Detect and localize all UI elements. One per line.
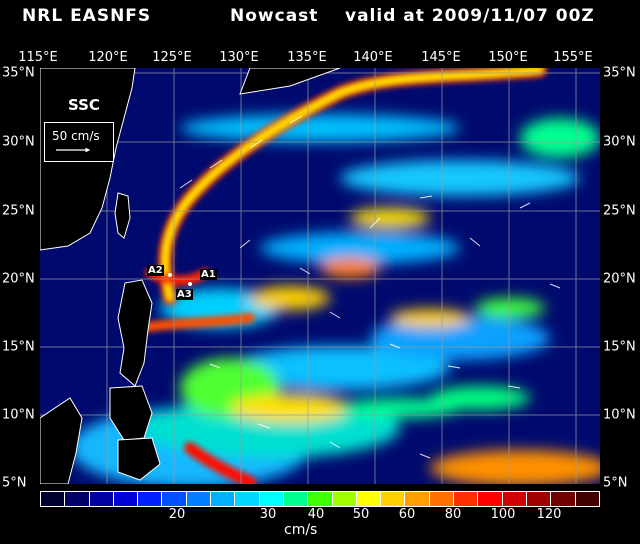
colorbar-swatch-22 xyxy=(551,492,576,506)
colorbar-swatch-1 xyxy=(41,492,66,506)
lat-label-25-left: 25°N xyxy=(2,203,35,219)
colorbar-swatch-14 xyxy=(356,492,382,506)
colorbar-tick-50: 50 xyxy=(352,507,370,522)
lat-label-5-right: 5°N xyxy=(603,475,628,491)
colorbar-swatch-12 xyxy=(308,492,333,506)
colorbar-swatch-3 xyxy=(89,492,114,506)
colorbar-swatch-7 xyxy=(186,492,212,506)
mindanao-island xyxy=(117,437,161,481)
colorbar-tick-100: 100 xyxy=(490,507,516,522)
lon-label-155: 155°E xyxy=(553,50,593,65)
lon-label-145: 145°E xyxy=(421,50,461,65)
colorbar-swatch-9 xyxy=(235,492,260,506)
colorbar-tick-30: 30 xyxy=(259,507,277,522)
lat-label-30-right: 30°N xyxy=(603,134,636,150)
velocity-vectors xyxy=(179,115,561,459)
colorbar-swatch-17 xyxy=(429,492,455,506)
colorbar-swatch-21 xyxy=(526,492,552,506)
model-name: NRL EASNFS xyxy=(22,6,152,26)
colorbar-swatch-20 xyxy=(502,492,527,506)
lat-label-35-right: 35°N xyxy=(603,65,636,81)
lat-label-20-left: 20°N xyxy=(2,271,35,287)
colorbar-swatch-23 xyxy=(575,492,599,506)
colorbar-swatch-19 xyxy=(478,492,503,506)
colorbar-swatch-18 xyxy=(454,492,479,506)
station-label-a2: A2 xyxy=(147,265,164,276)
colorbar-swatch-5 xyxy=(138,492,163,506)
lat-label-30-left: 30°N xyxy=(2,134,35,150)
colorbar-swatch-11 xyxy=(283,492,309,506)
colorbar-swatch-15 xyxy=(381,492,406,506)
colorbar-swatch-4 xyxy=(113,492,139,506)
grid-lines xyxy=(40,68,600,484)
kuroshio-current xyxy=(135,68,547,484)
lat-label-35-left: 35°N xyxy=(2,65,35,81)
lon-label-115: 115°E xyxy=(18,50,58,65)
run-type: Nowcast xyxy=(230,6,319,26)
borneo-coast xyxy=(40,397,83,484)
colorbar-tick-40: 40 xyxy=(307,507,325,522)
lat-label-20-right: 20°N xyxy=(603,271,636,287)
lon-label-135: 135°E xyxy=(287,50,327,65)
lon-label-150: 150°E xyxy=(488,50,528,65)
lon-label-120: 120°E xyxy=(88,50,128,65)
lat-label-10-right: 10°N xyxy=(603,407,636,423)
colorbar-unit: cm/s xyxy=(284,522,318,538)
field-label-box xyxy=(46,93,110,117)
reference-vector-arrow xyxy=(56,147,91,153)
lon-label-130: 130°E xyxy=(219,50,259,65)
colorbar-swatch-6 xyxy=(162,492,187,506)
lat-label-15-right: 15°N xyxy=(603,339,636,355)
colorbar-swatch-8 xyxy=(211,492,236,506)
colorbar xyxy=(40,491,600,507)
colorbar-swatch-16 xyxy=(405,492,430,506)
colorbar-tick-120: 120 xyxy=(536,507,562,522)
lat-label-25-right: 25°N xyxy=(603,203,636,219)
reference-vector-box xyxy=(44,122,114,162)
colorbar-tick-60: 60 xyxy=(398,507,416,522)
valid-time: valid at 2009/11/07 00Z xyxy=(345,6,595,26)
speed-field xyxy=(70,114,600,484)
current-speed-map xyxy=(40,68,600,484)
lat-label-5-left: 5°N xyxy=(2,475,27,491)
lon-label-140: 140°E xyxy=(353,50,393,65)
reference-vector-label: 50 cm/s xyxy=(52,129,100,143)
colorbar-swatch-13 xyxy=(332,492,357,506)
colorbar-swatch-2 xyxy=(65,492,90,506)
lat-label-10-left: 10°N xyxy=(2,407,35,423)
station-label-a3: A3 xyxy=(176,289,193,300)
lon-label-125: 125°E xyxy=(152,50,192,65)
colorbar-tick-80: 80 xyxy=(444,507,462,522)
kyushu-coast xyxy=(239,68,341,95)
station-label-a1: A1 xyxy=(200,269,217,280)
colorbar-swatch-10 xyxy=(259,492,284,506)
taiwan-island xyxy=(114,192,131,239)
colorbar-tick-20: 20 xyxy=(168,507,186,522)
lat-label-15-left: 15°N xyxy=(2,339,35,355)
luzon-island xyxy=(117,279,153,387)
field-label: SSC xyxy=(68,96,100,114)
